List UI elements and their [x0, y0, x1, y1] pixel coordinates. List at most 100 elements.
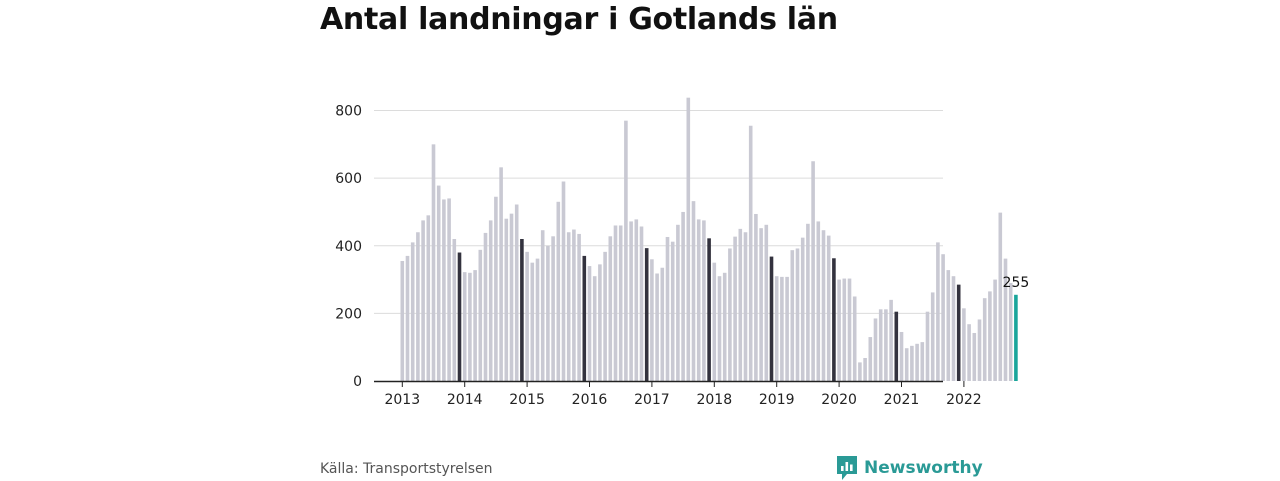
bar	[405, 255, 410, 381]
bar	[894, 311, 899, 381]
bar	[852, 296, 857, 381]
bar	[899, 331, 904, 381]
bar	[816, 221, 821, 381]
bar	[707, 238, 711, 381]
bar	[566, 232, 571, 381]
bar	[525, 251, 529, 381]
bar	[488, 220, 493, 381]
bar	[884, 309, 888, 381]
bar	[618, 225, 623, 381]
bar	[977, 319, 982, 381]
bar	[691, 201, 696, 381]
bar	[681, 211, 685, 381]
y-tick-label: 0	[353, 374, 362, 390]
bar	[847, 278, 852, 381]
bar	[696, 219, 701, 381]
bar	[998, 212, 1003, 381]
bar	[561, 181, 566, 381]
bar	[598, 264, 602, 381]
bar	[650, 259, 654, 381]
bar	[577, 233, 581, 381]
bar	[421, 220, 425, 381]
bar	[462, 272, 467, 381]
bar	[832, 258, 836, 381]
y-axis-ticks: 0 200 400 600 800	[335, 104, 362, 390]
bar	[780, 276, 784, 381]
x-tick-label: 2016	[572, 392, 608, 408]
bar	[520, 239, 524, 381]
bar	[811, 161, 815, 381]
bar	[670, 241, 675, 381]
bar	[514, 204, 519, 381]
bar	[785, 276, 789, 381]
bar	[962, 308, 966, 381]
bar	[790, 250, 795, 381]
bar	[904, 348, 909, 381]
bar	[878, 309, 883, 381]
bar	[941, 254, 945, 381]
bar	[800, 237, 805, 381]
x-tick-label: 2015	[509, 392, 545, 408]
brand-logo: Newsworthy	[836, 455, 983, 481]
bar	[592, 276, 597, 381]
newsworthy-logo-icon	[837, 456, 857, 480]
bar	[951, 276, 956, 381]
bar	[837, 279, 841, 381]
bar	[967, 324, 971, 381]
bar	[572, 229, 576, 381]
bar	[644, 248, 649, 381]
bar	[868, 337, 873, 381]
bar	[483, 232, 488, 381]
bar	[624, 120, 628, 382]
bar	[416, 232, 420, 381]
y-tick-label: 400	[335, 239, 362, 255]
bar	[1008, 282, 1013, 381]
bar-latest	[1014, 294, 1018, 381]
bars	[400, 97, 1018, 382]
bar	[733, 236, 737, 381]
bar	[665, 236, 670, 381]
bar	[795, 248, 800, 381]
bar	[400, 260, 405, 381]
bar	[634, 219, 639, 381]
bar	[936, 242, 940, 381]
x-tick-label: 2020	[821, 392, 857, 408]
bar	[863, 358, 867, 381]
y-tick-label: 200	[335, 306, 362, 322]
bar	[748, 125, 753, 382]
bar	[1003, 258, 1008, 381]
bar	[473, 270, 477, 381]
x-tick-label: 2014	[447, 392, 483, 408]
x-tick-label: 2013	[384, 392, 420, 408]
bar	[608, 236, 613, 381]
x-tick-label: 2022	[946, 392, 982, 408]
bar	[993, 279, 997, 381]
bar	[535, 258, 540, 381]
bar	[530, 262, 535, 381]
bar	[743, 232, 748, 381]
bar	[478, 249, 483, 381]
bar	[468, 272, 472, 381]
chart-title: Antal landningar i Gotlands län	[320, 2, 838, 37]
bar	[494, 196, 498, 381]
bar	[774, 276, 779, 381]
latest-value-label: 255	[1003, 275, 1030, 291]
y-tick-label: 600	[335, 171, 362, 187]
bar	[821, 230, 826, 381]
bar	[686, 97, 691, 382]
brand-name: Newsworthy	[864, 458, 983, 478]
bar	[925, 311, 930, 381]
bar	[915, 343, 919, 381]
bar	[426, 215, 431, 381]
x-tick-label: 2019	[759, 392, 795, 408]
x-tick-label: 2021	[884, 392, 920, 408]
bar	[442, 199, 446, 381]
bar	[722, 272, 727, 381]
x-axis-ticks: 2013 2014 2015 2016 2017 2018 2019 2020 2021 2022	[384, 381, 982, 408]
bar	[551, 236, 555, 381]
bar	[410, 242, 415, 381]
bar	[457, 252, 462, 381]
bar	[613, 225, 618, 381]
bar	[754, 213, 758, 381]
